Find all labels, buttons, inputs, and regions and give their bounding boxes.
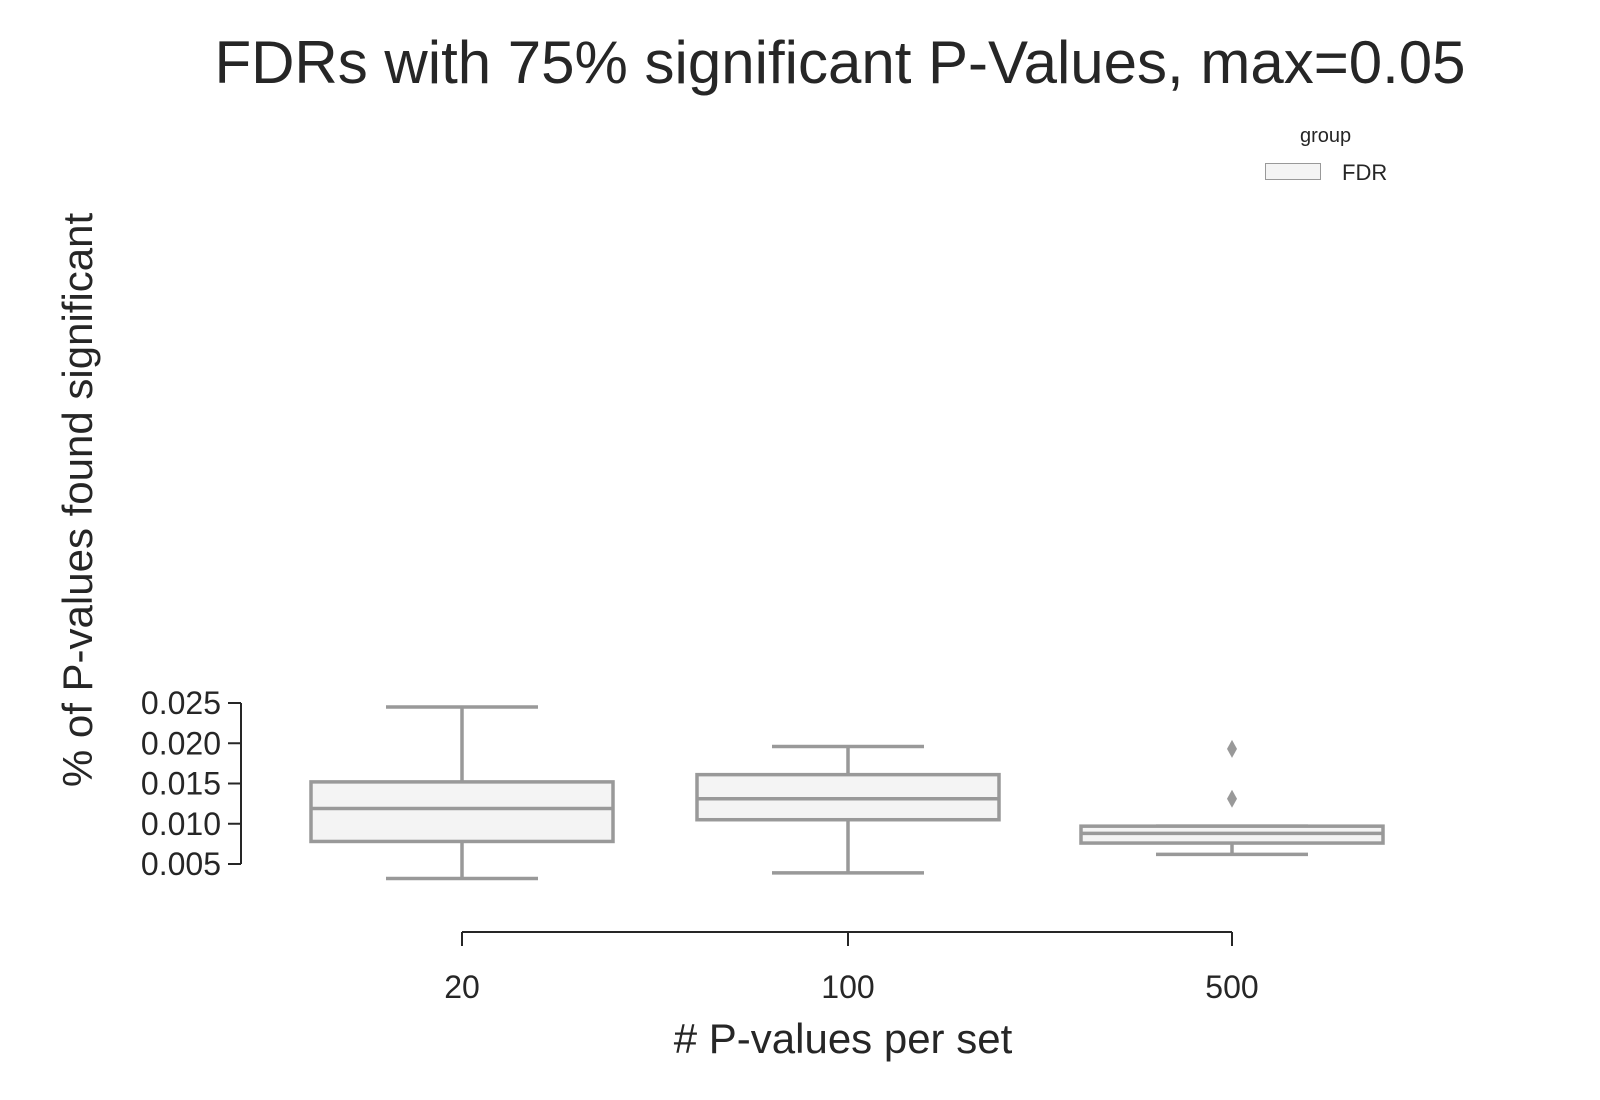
y-tick-label: 0.010 xyxy=(141,806,221,842)
legend: group FDR xyxy=(1255,122,1415,192)
chart-title: FDRs with 75% significant P-Values, max=… xyxy=(214,29,1466,96)
y-tick-label: 0.020 xyxy=(141,725,221,761)
legend-label-fdr: FDR xyxy=(1342,160,1388,185)
y-tick-label: 0.025 xyxy=(141,685,221,721)
x-tick-label: 100 xyxy=(821,969,874,1005)
x-axis-label: # P-values per set xyxy=(673,1015,1013,1062)
x-axis: 20 100 500 xyxy=(444,931,1259,1005)
y-tick-label: 0.015 xyxy=(141,766,221,802)
boxes xyxy=(309,705,1385,881)
x-tick-label: 500 xyxy=(1205,969,1258,1005)
legend-title: group xyxy=(1300,125,1352,147)
iqr-box xyxy=(309,780,615,844)
y-tick-label: 0.005 xyxy=(141,846,221,882)
legend-swatch-fdr xyxy=(1265,163,1321,180)
box-100 xyxy=(695,744,1001,875)
x-tick-label: 20 xyxy=(444,969,480,1005)
y-axis: 0.005 0.010 0.015 0.020 0.025 xyxy=(141,685,242,882)
box-20 xyxy=(309,705,615,881)
outlier-point xyxy=(1227,739,1237,758)
box-500 xyxy=(1079,739,1385,857)
outlier-point xyxy=(1227,789,1237,808)
y-axis-label: % of P-values found significant xyxy=(54,212,101,788)
